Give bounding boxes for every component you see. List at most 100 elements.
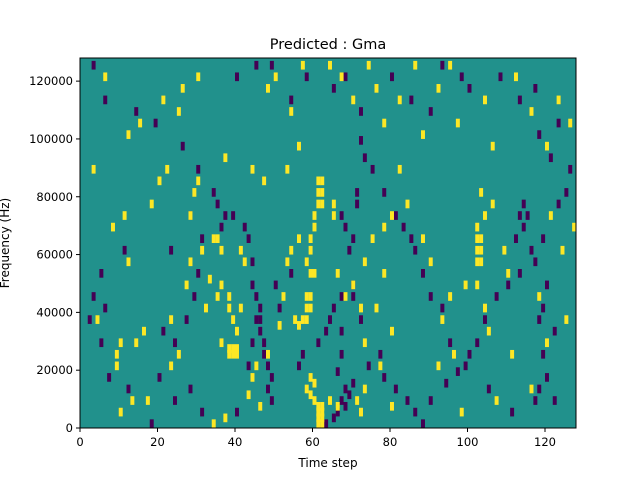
x-axis-label: Time step <box>297 456 357 470</box>
heatmap-cell-low <box>328 315 332 324</box>
x-tick-label: 100 <box>457 435 479 449</box>
heatmap-cell-low <box>541 234 546 243</box>
heatmap-cell-low <box>382 373 387 382</box>
heatmap-cell-high <box>308 245 313 255</box>
heatmap-cell-low <box>258 303 263 313</box>
heatmap-cell-low <box>269 396 274 405</box>
heatmap-cell-low <box>250 338 255 348</box>
heatmap-cell-low <box>514 234 518 243</box>
heatmap-cell-high <box>502 245 507 255</box>
heatmap-cell-low <box>242 222 247 232</box>
heatmap-cell-low <box>262 349 267 359</box>
heatmap-cell-high <box>320 413 325 423</box>
heatmap-cell-high <box>529 107 534 116</box>
heatmap-cell-high <box>188 257 193 267</box>
heatmap-cell-low <box>366 361 371 371</box>
heatmap-cell-low <box>498 72 503 82</box>
heatmap-cell-low <box>382 188 387 197</box>
heatmap-cell-high <box>238 303 243 313</box>
heatmap-cell-high <box>227 292 232 301</box>
heatmap-cell-low <box>428 396 433 405</box>
heatmap-cell-low <box>370 164 375 174</box>
heatmap-cell-high <box>231 349 236 359</box>
heatmap-cell-high <box>138 118 143 128</box>
heatmap-cell-low <box>455 367 460 376</box>
heatmap-cell-low <box>258 315 263 324</box>
heatmap-cell-high <box>343 292 348 301</box>
heatmap-cell-low <box>122 245 127 255</box>
y-tick-label: 100000 <box>29 132 73 146</box>
heatmap-cell-low <box>413 407 418 417</box>
heatmap-cell-high <box>374 84 379 93</box>
heatmap-cell-high <box>331 199 336 209</box>
heatmap-cell-high <box>273 72 278 82</box>
heatmap-cell-high <box>560 245 565 255</box>
heatmap-cell-high <box>537 292 542 301</box>
heatmap-cell-high <box>215 234 220 243</box>
heatmap-cell-low <box>273 280 278 290</box>
heatmap-cell-high <box>196 176 201 186</box>
heatmap-cell-low <box>359 315 363 324</box>
heatmap-cell-high <box>421 234 425 243</box>
heatmap-cell-low <box>99 269 104 278</box>
heatmap-cell-high <box>382 118 387 128</box>
heatmap-cell-high <box>300 315 305 324</box>
heatmap-cell-high <box>390 211 394 220</box>
heatmap-cell-high <box>475 280 480 290</box>
y-axis-label: Frequency (Hz) <box>0 198 12 289</box>
heatmap-cell-low <box>300 349 305 359</box>
heatmap-cell-low <box>262 338 267 348</box>
heatmap-cell-high <box>475 257 480 267</box>
heatmap-cell-high <box>293 315 298 324</box>
heatmap-cell-low <box>467 349 472 359</box>
heatmap-cell-low <box>483 315 487 324</box>
heatmap-cell-low <box>87 315 92 324</box>
heatmap-cell-low <box>339 211 344 220</box>
heatmap-cell-low <box>335 407 340 417</box>
heatmap-cell-low <box>235 72 239 82</box>
heatmap-cell-low <box>289 269 294 278</box>
heatmap-cell-low <box>552 396 557 405</box>
heatmap-cell-low <box>413 245 418 255</box>
heatmap-cell-high <box>316 419 321 428</box>
heatmap-cell-low <box>184 315 189 324</box>
heatmap-cell-low <box>335 367 340 376</box>
heatmap-cell-low <box>463 361 468 371</box>
heatmap-cell-high <box>297 321 301 330</box>
heatmap-cell-low <box>390 72 394 82</box>
heatmap-cell-high <box>196 72 201 82</box>
heatmap-cell-low <box>211 188 216 197</box>
heatmap-cell-low <box>393 211 398 220</box>
heatmap-cell-high <box>312 222 317 232</box>
heatmap-cell-high <box>568 118 573 128</box>
heatmap-cell-low <box>157 373 162 382</box>
heatmap-cell-low <box>533 84 538 93</box>
heatmap-cell-high <box>266 84 270 93</box>
heatmap-cell-high <box>149 199 154 209</box>
heatmap-cell-low <box>537 130 542 139</box>
heatmap-cell-high <box>514 72 518 82</box>
heatmap-cells <box>87 60 577 428</box>
heatmap-cell-high <box>390 326 394 336</box>
heatmap-cell-high <box>235 344 239 353</box>
heatmap-cell-high <box>238 245 243 255</box>
heatmap-cell-high <box>91 164 96 174</box>
heatmap-cell-high <box>134 338 139 348</box>
heatmap-cell-high <box>335 401 340 411</box>
heatmap-cell-low <box>173 396 177 405</box>
heatmap-cell-high <box>142 326 146 336</box>
heatmap-cell-high <box>308 390 313 400</box>
heatmap-cell-low <box>486 384 491 394</box>
heatmap-cell-high <box>421 130 425 139</box>
heatmap-cell-high <box>308 292 313 301</box>
heatmap-cell-high <box>312 269 317 278</box>
heatmap-cell-low <box>169 245 174 255</box>
heatmap-cell-low <box>564 188 569 197</box>
heatmap-cell-high <box>285 257 290 267</box>
heatmap-cell-high <box>545 338 549 348</box>
heatmap-cell-low <box>91 292 96 301</box>
heatmap-cell-high <box>405 199 410 209</box>
x-tick-label: 20 <box>150 435 165 449</box>
y-tick-label: 120000 <box>29 74 73 88</box>
heatmap-cell-low <box>235 407 239 417</box>
